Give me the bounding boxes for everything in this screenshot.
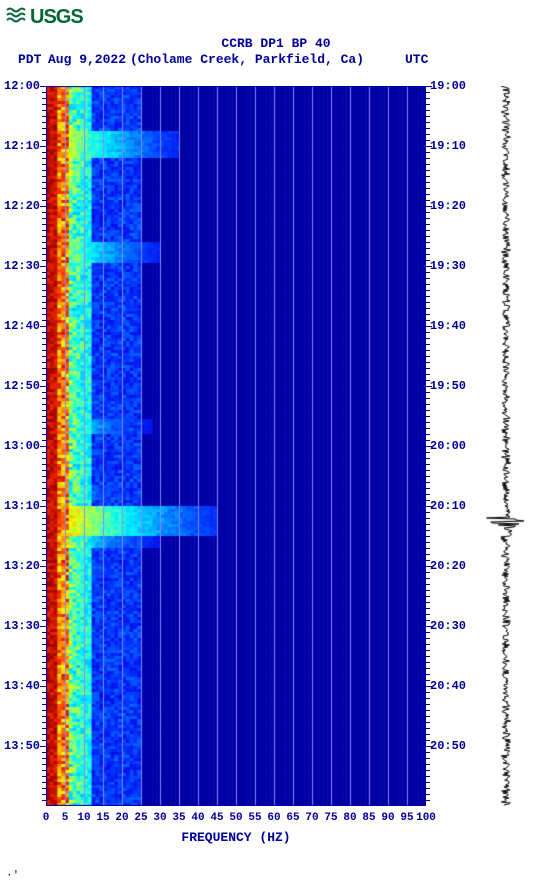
y-left-tick-label: 13:30 [4, 619, 40, 633]
y-right-tick-label: 20:20 [430, 559, 466, 573]
y-left-tick-label: 13:50 [4, 739, 40, 753]
y-right-tick-label: 19:10 [430, 139, 466, 153]
x-tick-label: 95 [400, 812, 413, 824]
x-tick-label: 30 [153, 812, 166, 824]
seismogram-trace [486, 86, 526, 806]
spectrogram-plot [46, 86, 426, 806]
footer-mark: ·' [6, 870, 19, 882]
y-left-tick-label: 12:50 [4, 379, 40, 393]
y-right-tick-label: 19:50 [430, 379, 466, 393]
y-right-tick-label: 20:30 [430, 619, 466, 633]
usgs-wave-icon [6, 6, 28, 29]
x-tick-label: 60 [267, 812, 280, 824]
y-left-tick-label: 12:20 [4, 199, 40, 213]
y-right-tick-label: 19:30 [430, 259, 466, 273]
x-tick-label: 0 [43, 812, 50, 824]
location-label: (Cholame Creek, Parkfield, Ca) [130, 52, 364, 67]
x-axis-label: FREQUENCY (HZ) [46, 830, 426, 845]
x-tick-label: 40 [191, 812, 204, 824]
x-tick-label: 65 [286, 812, 299, 824]
y-left-tick-label: 13:00 [4, 439, 40, 453]
x-tick-label: 80 [343, 812, 356, 824]
y-right-tick-label: 19:20 [430, 199, 466, 213]
y-right-tick-label: 19:40 [430, 319, 466, 333]
y-right-tick-label: 20:00 [430, 439, 466, 453]
date-label: Aug 9,2022 [48, 52, 126, 67]
x-tick-label: 10 [77, 812, 90, 824]
left-timezone-label: PDT [18, 52, 41, 67]
x-tick-label: 75 [324, 812, 337, 824]
y-left-tick-label: 12:00 [4, 79, 40, 93]
x-axis-ticks: 0510152025303540455055606570758085909510… [46, 812, 426, 828]
x-tick-label: 100 [416, 812, 436, 824]
spectrogram-canvas [46, 86, 426, 806]
chart-title: CCRB DP1 BP 40 [0, 36, 552, 51]
right-timezone-label: UTC [405, 52, 428, 67]
x-tick-label: 90 [381, 812, 394, 824]
y-right-tick-label: 19:00 [430, 79, 466, 93]
trace-canvas [486, 86, 526, 806]
x-tick-label: 85 [362, 812, 375, 824]
y-right-tick-label: 20:40 [430, 679, 466, 693]
y-right-tick-label: 20:50 [430, 739, 466, 753]
y-right-tick-label: 20:10 [430, 499, 466, 513]
y-axis-right-ticks [426, 86, 432, 806]
x-tick-label: 25 [134, 812, 147, 824]
x-tick-label: 70 [305, 812, 318, 824]
x-tick-label: 5 [62, 812, 69, 824]
y-left-tick-label: 12:10 [4, 139, 40, 153]
y-left-tick-label: 13:10 [4, 499, 40, 513]
y-axis-left: 12:0012:1012:2012:3012:4012:5013:0013:10… [4, 86, 44, 806]
x-tick-label: 35 [172, 812, 185, 824]
y-left-tick-label: 13:40 [4, 679, 40, 693]
y-axis-right: 19:0019:1019:2019:3019:4019:5020:0020:10… [430, 86, 470, 806]
x-tick-label: 50 [229, 812, 242, 824]
y-left-tick-label: 12:30 [4, 259, 40, 273]
usgs-logo: USGS [6, 6, 83, 29]
y-left-tick-label: 12:40 [4, 319, 40, 333]
x-tick-label: 15 [96, 812, 109, 824]
x-tick-label: 55 [248, 812, 261, 824]
x-tick-label: 45 [210, 812, 223, 824]
usgs-logo-text: USGS [30, 6, 83, 29]
x-tick-label: 20 [115, 812, 128, 824]
y-left-tick-label: 13:20 [4, 559, 40, 573]
